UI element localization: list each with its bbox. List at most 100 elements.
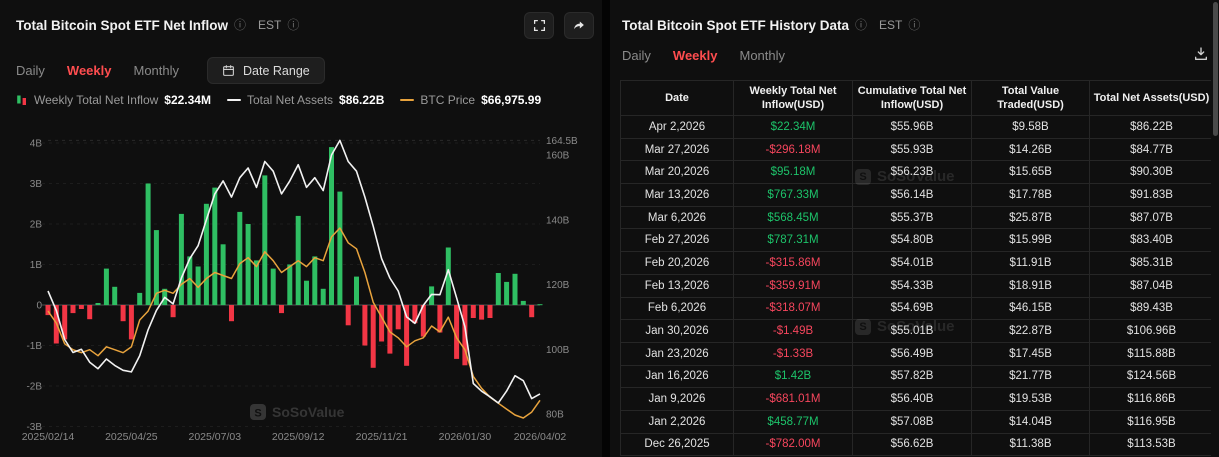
value-cell: -$359.91M [733,273,853,298]
svg-text:2025/02/14: 2025/02/14 [22,431,75,443]
btc-price-line [47,227,541,419]
svg-text:SoSoValue: SoSoValue [272,404,345,420]
value-cell: $56.40B [852,387,972,411]
date-cell: Jan 16,2026 [620,364,734,389]
table-tab-daily[interactable]: Daily [622,48,651,63]
history-table: Date Weekly Total Net Inflow(USD) Cumulati… [620,80,1211,457]
value-cell: $89.43B [1089,296,1211,321]
value-cell: $55.93B [852,137,972,162]
net-inflow-chart[interactable]: 4B 3B 2B 1B 0 -1B -2B -3B 164.5B 160B 140B 120B 100B… [0,0,602,457]
value-cell: -$782.00M [733,432,853,457]
value-cell: $115.88B [1089,341,1211,366]
date-cell: Mar 6,2026 [620,205,734,230]
net-inflow-panel: 4B 3B 2B 1B 0 -1B -2B -3B 164.5B 160B 140B 120B 100B… [0,0,602,457]
table-row: Dec 26,2025 -$782.00M $56.62B $11.38B $113.5… [620,432,1211,457]
line-icon [226,98,241,102]
legend-label: Total Net Assets [246,93,334,107]
svg-text:1B: 1B [30,260,43,271]
chart-legend: Weekly Total Net Inflow $22.34M Total Net … [16,93,541,107]
legend-value: $86.22B [339,93,385,107]
info-icon[interactable]: ⓘ [287,18,300,32]
value-cell: $116.95B [1089,409,1211,434]
date-cell: Jan 2,2026 [620,409,734,434]
legend-value: $22.34M [164,93,211,107]
table-tabs: Daily Weekly Monthly [622,48,785,63]
svg-text:120B: 120B [546,280,570,291]
svg-text:2025/11/21: 2025/11/21 [356,431,408,443]
info-icon[interactable]: ⓘ [233,18,246,32]
table-tab-monthly[interactable]: Monthly [739,48,786,63]
date-cell: Feb 6,2026 [620,296,734,321]
svg-text:2B: 2B [30,220,43,231]
value-cell: $11.38B [971,432,1090,457]
value-cell: -$1.33B [733,341,853,366]
svg-text:2025/07/03: 2025/07/03 [188,431,241,443]
value-cell: $90.30B [1089,160,1211,185]
value-cell: $55.01B [852,319,972,343]
value-cell: $54.69B [852,296,972,321]
value-cell: $568.45M [733,205,853,230]
chart-tab-row: Daily Weekly Monthly Date Range [16,57,594,84]
info-icon[interactable]: ⓘ [908,18,921,32]
svg-text:164.5B: 164.5B [546,136,578,147]
svg-text:140B: 140B [546,215,570,226]
download-button[interactable] [1191,44,1211,67]
value-cell: $22.87B [971,319,1090,343]
table-row: Mar 20,2026 $95.18M $56.23B $15.65B $90.30B [620,160,1211,185]
legend-item[interactable]: Weekly Total Net Inflow $22.34M [16,93,211,107]
date-cell: Mar 20,2026 [620,160,734,185]
info-icon[interactable]: ⓘ [855,18,868,32]
legend-value: $66,975.99 [481,93,542,107]
legend-item[interactable]: BTC Price $66,975.99 [400,93,541,107]
chart-tab-daily[interactable]: Daily [16,63,45,78]
fullscreen-button[interactable] [524,11,554,39]
value-cell: $54.33B [852,273,972,298]
value-cell: -$318.07M [733,296,853,321]
scrollbar-thumb[interactable] [1213,2,1218,136]
legend-item[interactable]: Total Net Assets $86.22B [226,93,385,107]
date-cell: Mar 27,2026 [620,137,734,162]
column-header: Total Net Assets(USD) [1089,80,1211,116]
value-cell: $46.15B [971,296,1090,321]
value-cell: $85.31B [1089,251,1211,275]
column-header: Weekly Total Net Inflow(USD) [733,80,853,116]
svg-text:S: S [254,408,261,420]
line-icon [400,98,415,102]
svg-text:80B: 80B [546,410,564,421]
chart-tab-monthly[interactable]: Monthly [133,63,180,78]
date-range-button[interactable]: Date Range [207,57,325,84]
share-button[interactable] [564,11,594,39]
table-row: Mar 27,2026 -$296.18M $55.93B $14.26B $84.77… [620,137,1211,162]
table-row: Jan 23,2026 -$1.33B $56.49B $17.45B $115.88B [620,341,1211,366]
value-cell: $1.42B [733,364,853,389]
value-cell: $87.07B [1089,205,1211,230]
est-label: EST [879,18,903,32]
value-cell: $15.65B [971,160,1090,185]
date-cell: Dec 26,2025 [620,432,734,457]
history-data-panel: Total Bitcoin Spot ETF History Data ⓘ ES… [610,0,1219,457]
table-row: Jan 16,2026 $1.42B $57.82B $21.77B $124.56B [620,364,1211,389]
svg-text:3B: 3B [30,179,43,190]
value-cell: -$315.86M [733,251,853,275]
table-tab-weekly[interactable]: Weekly [672,48,718,63]
value-cell: $19.53B [971,387,1090,411]
value-cell: $106.96B [1089,319,1211,343]
table-tab-row: Daily Weekly Monthly [622,44,1211,67]
legend-label: Weekly Total Net Inflow [34,93,159,107]
history-table-container: Date Weekly Total Net Inflow(USD) Cumulati… [620,80,1211,457]
value-cell: $21.77B [971,364,1090,389]
svg-text:-3B: -3B [26,422,42,433]
value-cell: $14.26B [971,137,1090,162]
value-cell: $86.22B [1089,115,1211,139]
svg-text:2026/04/02: 2026/04/02 [514,431,567,443]
chart-tab-weekly[interactable]: Weekly [66,63,112,78]
value-cell: $17.45B [971,341,1090,366]
date-cell: Feb 13,2026 [620,273,734,298]
value-cell: $124.56B [1089,364,1211,389]
value-cell: -$681.01M [733,387,853,411]
date-cell: Feb 20,2026 [620,251,734,275]
date-cell: Feb 27,2026 [620,228,734,253]
value-cell: $83.40B [1089,228,1211,253]
download-icon [1195,47,1207,60]
